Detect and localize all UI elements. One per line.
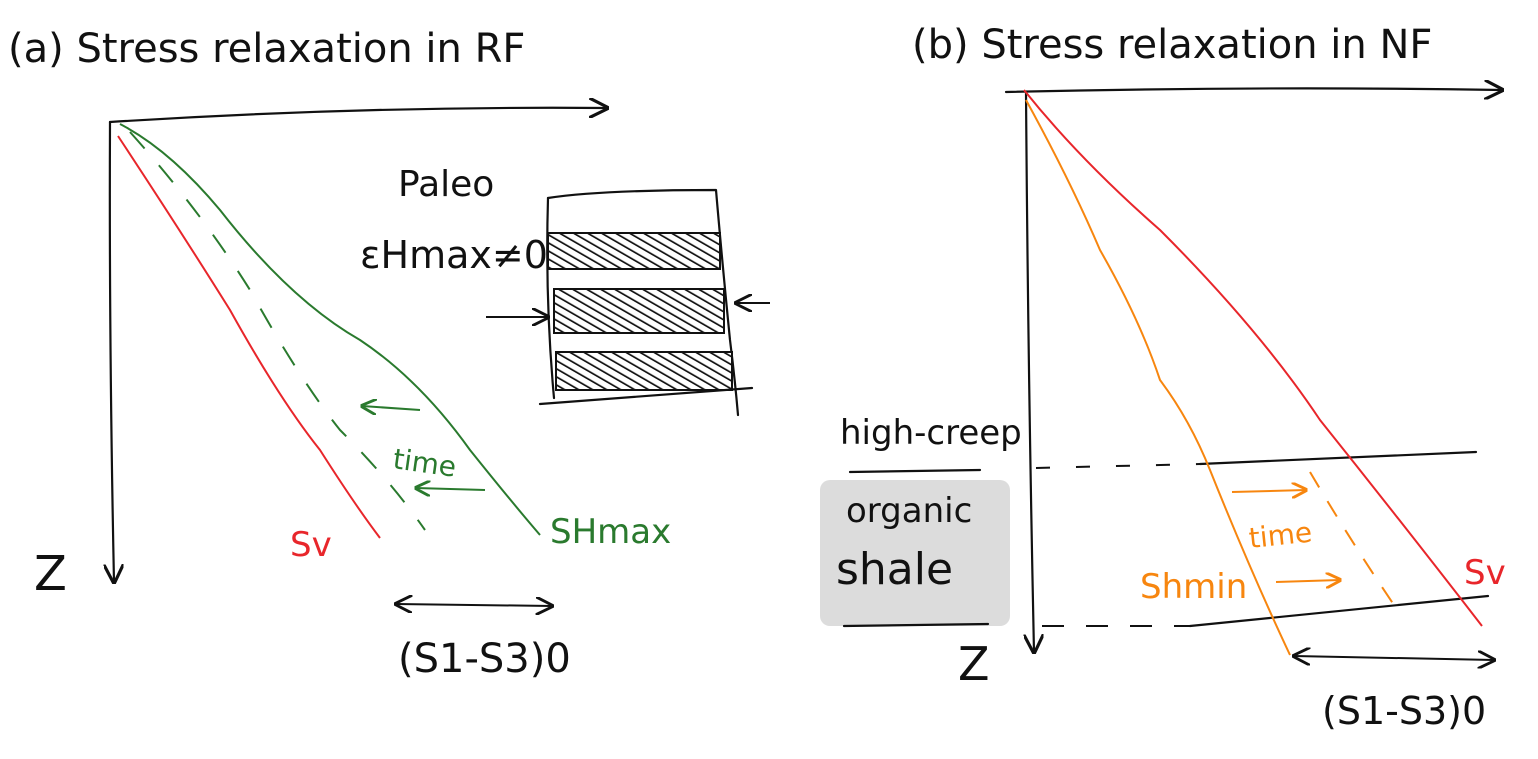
panel-b-time-label: time <box>1247 516 1313 555</box>
panel-a-sv-label: Sv <box>290 525 332 565</box>
panel-b-shmin-curve <box>1025 99 1291 656</box>
shale-top-boundary-right <box>1198 450 1478 466</box>
panel-a-time-arrow-upper <box>362 406 421 410</box>
panel-a-relaxed-shmax-dashed <box>129 131 426 531</box>
shale-top-boundary-dashed <box>1035 463 1201 469</box>
panel-b-diff-stress-arrow <box>1294 656 1494 660</box>
panel-b-shmin-label: Shmin <box>1140 567 1247 607</box>
organic-shale-box <box>820 480 1010 626</box>
panel-b-depth-axis <box>1026 90 1034 652</box>
panel-b-stress-axis <box>1004 88 1502 92</box>
panel-a-title: (a) Stress relaxation in RF <box>8 26 525 72</box>
block-left-edge <box>546 196 556 400</box>
panel-a-depth-axis <box>110 120 114 582</box>
organic-shale-bottom-line <box>842 622 990 628</box>
high-creep-label: high-creep <box>840 413 1022 453</box>
panel-b: (b) Stress relaxation in NF Z high-creep… <box>820 22 1506 733</box>
panel-b-time-arrow-lower <box>1275 580 1340 582</box>
panel-b-diff-stress-label: (S1-S3)0 <box>1322 689 1486 733</box>
panel-a-shmax-label: SHmax <box>550 512 671 552</box>
panel-a-stress-axis <box>108 108 607 124</box>
hatched-layer-top <box>547 232 721 270</box>
panel-b-sv-curve <box>1023 89 1483 627</box>
panel-a-shmax-curve <box>119 123 541 536</box>
panel-b-sv-label: Sv <box>1464 553 1506 593</box>
organic-label: organic <box>846 491 972 531</box>
block-base-line <box>538 386 754 406</box>
layered-rock-block <box>486 188 770 417</box>
panel-a-diff-stress-arrow <box>396 604 552 606</box>
panel-b-title: (b) Stress relaxation in NF <box>912 22 1432 68</box>
panel-a-time-label: time <box>391 442 458 483</box>
organic-shale-top-line <box>848 468 982 474</box>
shale-label: shale <box>836 544 953 595</box>
panel-b-depth-label: Z <box>958 637 990 691</box>
panel-a: (a) Stress relaxation in RF Z Sv SHmax t… <box>8 26 770 682</box>
shale-bottom-boundary-right <box>1188 594 1490 628</box>
panel-b-relaxed-shmin-dashed <box>1309 471 1397 609</box>
panel-a-depth-label: Z <box>34 546 67 602</box>
panel-a-sv-curve <box>117 135 381 539</box>
panel-a-paleo-label: Paleo <box>398 164 494 205</box>
panel-a-diff-stress-label: (S1-S3)0 <box>398 636 571 682</box>
hatched-layer-bottom <box>555 351 733 391</box>
panel-a-time-arrow-lower <box>416 488 486 490</box>
panel-b-time-arrow-upper <box>1231 490 1306 492</box>
hatched-layer-middle <box>553 288 725 334</box>
panel-a-strain-label: εHmax≠0 <box>360 233 548 277</box>
